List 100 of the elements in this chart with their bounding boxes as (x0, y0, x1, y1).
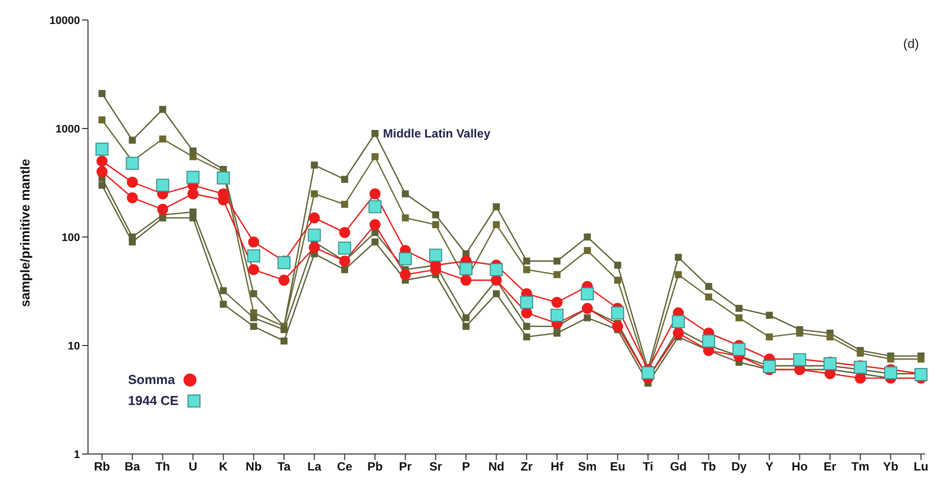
point (854, 372, 866, 384)
point (887, 356, 894, 363)
x-tick-label: Lu (914, 460, 928, 474)
point (128, 238, 136, 246)
x-tick-label: Pb (367, 460, 383, 474)
point (372, 130, 378, 137)
point (368, 200, 382, 214)
point (159, 214, 166, 222)
point (674, 254, 682, 261)
point (854, 360, 867, 374)
point (552, 296, 562, 308)
y-tick-label: 1000 (56, 123, 80, 136)
point (826, 333, 834, 340)
point (96, 142, 108, 156)
x-tick-label: Sm (578, 460, 597, 474)
point (672, 328, 684, 339)
point (402, 190, 409, 198)
x-tick-label: La (307, 460, 322, 474)
point (611, 306, 624, 320)
point (614, 276, 622, 284)
point (642, 366, 654, 380)
x-tick-label: Y (765, 460, 774, 474)
point (460, 262, 472, 276)
point (157, 204, 168, 215)
point (796, 330, 804, 337)
x-tick-label: Ti (642, 460, 654, 474)
point (310, 190, 318, 198)
point (400, 269, 411, 280)
point (580, 287, 594, 300)
x-tick-label: Rb (94, 460, 110, 474)
y-tick-label: 100 (62, 232, 80, 244)
x-tick-label: Eu (610, 460, 626, 474)
point (308, 212, 320, 224)
point (705, 293, 712, 300)
point (98, 116, 106, 124)
x-tick-label: Tb (701, 460, 716, 474)
point (308, 228, 321, 242)
point (341, 266, 348, 274)
point (248, 236, 260, 248)
point (96, 156, 108, 167)
point (523, 333, 530, 340)
x-tick-label: K (218, 460, 228, 474)
point (339, 227, 350, 238)
point (429, 248, 442, 262)
x-tick-label: Th (155, 460, 170, 474)
x-tick-label: Er (824, 460, 837, 474)
point (736, 314, 742, 322)
point (614, 262, 622, 269)
x-tick-label: Ta (277, 460, 291, 474)
point (126, 176, 138, 188)
point (492, 203, 500, 210)
x-tick-label: Ba (124, 460, 140, 474)
annotation: (d) (903, 36, 919, 51)
point (370, 188, 380, 200)
y-tick-label: 10 (68, 340, 80, 352)
point (462, 314, 470, 322)
point (554, 271, 560, 278)
point (190, 153, 196, 160)
point (338, 242, 352, 255)
x-tick-label: Gd (670, 460, 687, 474)
point (462, 322, 470, 330)
point (520, 296, 534, 309)
x-tick-label: Nb (246, 460, 262, 474)
point (186, 170, 200, 184)
point (220, 287, 227, 294)
point (705, 282, 712, 290)
point (584, 314, 591, 322)
point (432, 221, 440, 228)
x-tick-label: Ce (336, 460, 353, 474)
x-tick-label: U (188, 460, 198, 474)
point (918, 356, 924, 363)
x-tick-label: P (462, 460, 470, 474)
point (370, 219, 380, 230)
point (766, 333, 773, 340)
point (159, 106, 166, 113)
x-tick-label: Yb (882, 460, 898, 474)
point (280, 326, 288, 334)
x-tick-label: Ho (792, 460, 808, 474)
point (310, 162, 318, 169)
point (372, 238, 378, 246)
point (341, 176, 348, 183)
point (372, 153, 378, 160)
point (402, 214, 409, 222)
point (674, 271, 682, 278)
legend-label: 1944 CE (128, 393, 179, 408)
point (248, 264, 260, 276)
point (490, 263, 503, 276)
point (612, 320, 624, 332)
point (372, 229, 378, 236)
point (278, 256, 290, 270)
point (824, 357, 836, 370)
point (247, 249, 260, 262)
point (250, 322, 258, 330)
point (554, 330, 560, 337)
x-tick-label: Sr (429, 460, 442, 474)
point (126, 156, 139, 170)
point (220, 300, 227, 308)
point (492, 290, 500, 298)
point (521, 307, 532, 318)
point (188, 188, 198, 200)
